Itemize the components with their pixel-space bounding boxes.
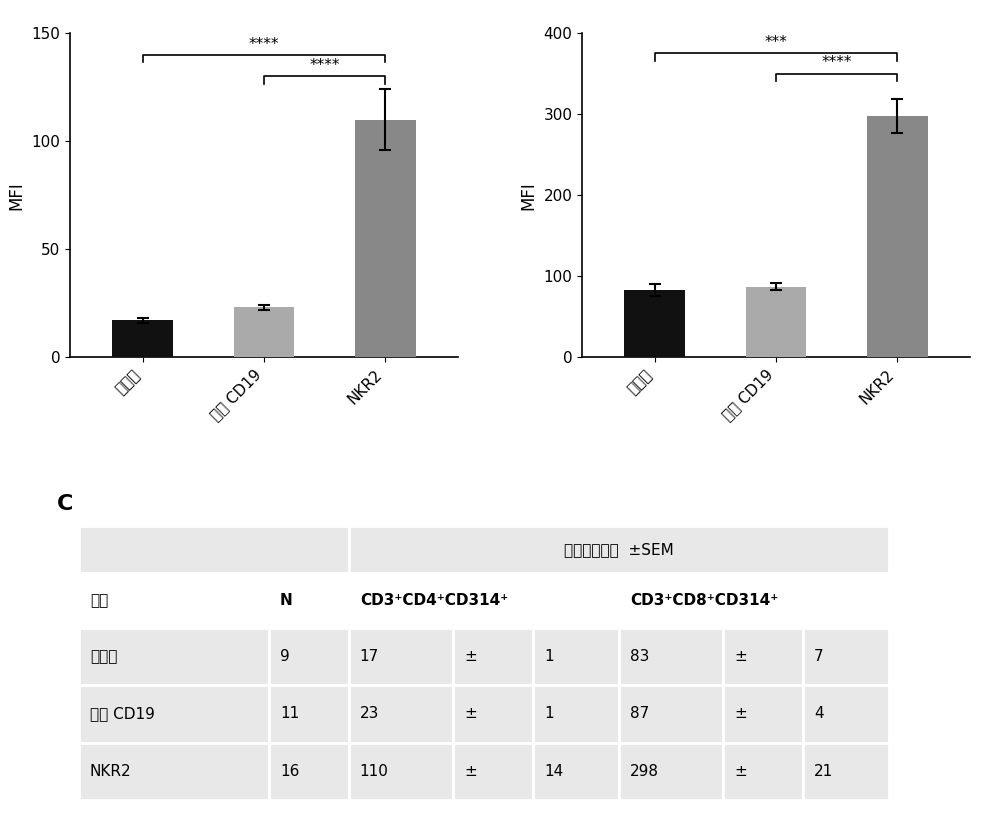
Text: ±: ± — [464, 706, 477, 721]
Text: 9: 9 — [280, 649, 290, 664]
Bar — [79, 686, 269, 743]
Text: ****: **** — [249, 37, 279, 52]
Bar — [79, 526, 349, 573]
Text: CD3⁺CD4⁺CD314⁺: CD3⁺CD4⁺CD314⁺ — [360, 593, 508, 607]
Text: 87: 87 — [630, 706, 649, 721]
Text: ±: ± — [734, 706, 747, 721]
Bar — [269, 743, 349, 800]
Text: ****: **** — [821, 56, 852, 71]
Text: ***: *** — [765, 35, 787, 50]
Bar — [453, 627, 533, 686]
Bar — [453, 686, 533, 743]
Bar — [112, 321, 173, 357]
Text: ±: ± — [464, 764, 477, 779]
Bar — [723, 627, 803, 686]
Bar — [234, 307, 294, 357]
Bar — [349, 573, 619, 627]
Text: 14: 14 — [544, 764, 563, 779]
Text: ****: **** — [309, 58, 340, 73]
Text: 条件: 条件 — [90, 593, 108, 607]
Text: 17: 17 — [360, 649, 379, 664]
Text: ±: ± — [464, 649, 477, 664]
Text: 非转导: 非转导 — [90, 649, 117, 664]
Text: 21: 21 — [814, 764, 833, 779]
Text: 4: 4 — [814, 706, 824, 721]
Bar — [349, 627, 453, 686]
Text: 110: 110 — [360, 764, 389, 779]
Text: 模拟 CD19: 模拟 CD19 — [90, 706, 155, 721]
Bar — [269, 686, 349, 743]
Bar — [269, 627, 349, 686]
Bar — [533, 686, 619, 743]
Bar — [79, 743, 269, 800]
Text: N: N — [280, 593, 293, 607]
Text: 298: 298 — [630, 764, 659, 779]
Text: NKR2: NKR2 — [90, 764, 131, 779]
Bar — [723, 743, 803, 800]
Y-axis label: MFI: MFI — [520, 181, 538, 209]
Bar — [533, 743, 619, 800]
Text: 7: 7 — [814, 649, 824, 664]
Bar — [867, 116, 928, 357]
Bar — [723, 686, 803, 743]
Text: CD3⁺CD8⁺CD314⁺: CD3⁺CD8⁺CD314⁺ — [630, 593, 778, 607]
Bar — [803, 686, 889, 743]
Text: 83: 83 — [630, 649, 649, 664]
Bar — [349, 526, 889, 573]
Text: 1: 1 — [544, 706, 554, 721]
Y-axis label: MFI: MFI — [8, 181, 26, 209]
Bar — [533, 627, 619, 686]
Bar — [619, 627, 723, 686]
Bar — [746, 287, 806, 357]
Bar — [349, 686, 453, 743]
Bar — [349, 743, 453, 800]
Bar — [619, 743, 723, 800]
Bar — [79, 627, 269, 686]
Bar — [453, 743, 533, 800]
Text: 1: 1 — [544, 649, 554, 664]
Text: ±: ± — [734, 649, 747, 664]
Bar — [619, 573, 889, 627]
Text: 23: 23 — [360, 706, 379, 721]
Bar — [355, 120, 416, 357]
Bar — [803, 627, 889, 686]
Text: 16: 16 — [280, 764, 299, 779]
Text: C: C — [56, 494, 73, 514]
Bar — [619, 686, 723, 743]
Bar — [79, 573, 269, 627]
Text: 11: 11 — [280, 706, 299, 721]
Bar — [624, 290, 685, 357]
Text: 平均荧光强度  ±SEM: 平均荧光强度 ±SEM — [564, 542, 674, 557]
Bar — [803, 743, 889, 800]
Text: ±: ± — [734, 764, 747, 779]
Bar — [269, 573, 349, 627]
